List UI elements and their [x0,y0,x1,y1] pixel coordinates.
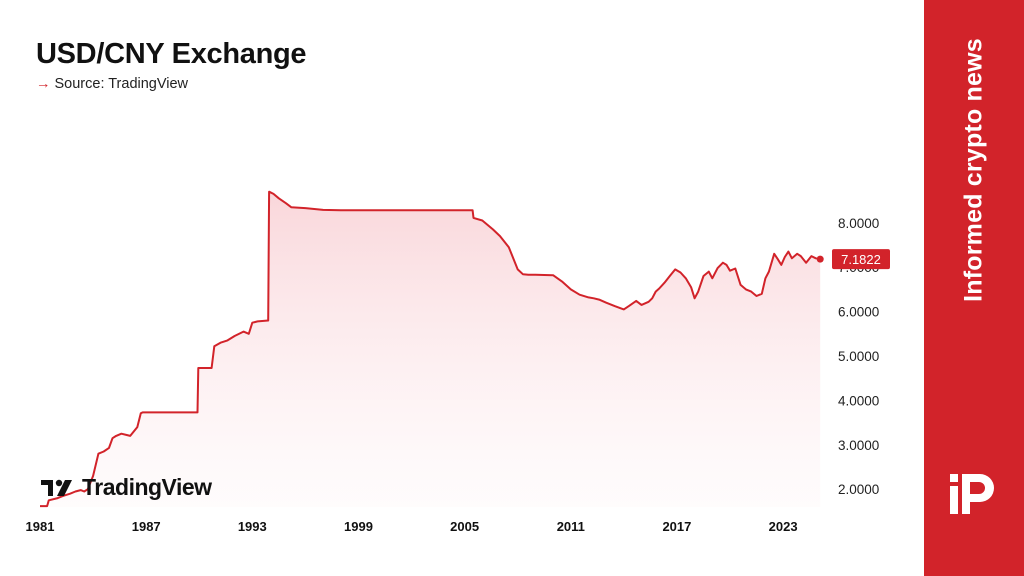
x-tick-label: 2011 [557,519,585,534]
tradingview-text: TradingView [82,474,212,500]
brand-logo-icon [950,474,994,514]
series-area [40,191,821,507]
x-tick-label: 1987 [132,519,161,534]
line-layer [40,190,821,508]
series-line [40,190,821,508]
x-tick-label: 2023 [769,519,798,534]
exchange-rate-chart: 1981 1987 1993 1999 2005 2011 2017 2023 2.0000 3… [26,190,890,534]
x-axis: 1981 1987 1993 1999 2005 2011 2017 2023 [26,519,798,534]
x-tick-label: 2005 [450,519,479,534]
x-tick-label: 1993 [238,519,267,534]
area-layer [40,191,821,507]
last-value-label: 7.1822 [841,252,881,267]
y-tick-label: 2.0000 [838,482,879,497]
y-tick-label: 3.0000 [838,438,879,453]
y-tick-label: 4.0000 [838,393,879,408]
y-tick-label: 8.0000 [838,216,879,231]
last-value-marker: 7.1822 [816,249,890,270]
x-tick-label: 1981 [26,519,55,534]
side-panel-tagline: Informed crypto news [959,38,988,302]
arrow-right-icon: → [36,76,51,92]
source-line: → Source: TradingView [36,76,188,92]
chart-title: USD/CNY Exchange [36,38,307,70]
tradingview-watermark: TradingView [40,474,212,501]
y-tick-label: 5.0000 [838,349,879,364]
tradingview-logo-icon [41,479,72,496]
source-label: Source: TradingView [54,76,189,92]
last-point [816,255,824,263]
x-tick-label: 2017 [662,519,691,534]
x-tick-label: 1999 [344,519,373,534]
last-value-box [832,249,890,270]
y-tick-label: 6.0000 [838,305,879,320]
